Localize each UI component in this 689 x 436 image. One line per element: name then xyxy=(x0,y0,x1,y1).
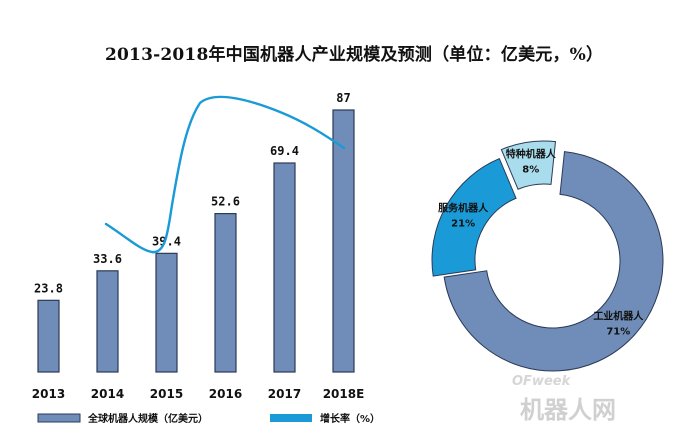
donut-slice-value: 8% xyxy=(522,164,539,175)
bar-2018E xyxy=(332,109,355,373)
growth-line-series xyxy=(104,95,346,254)
bar-value-label: 39.4 xyxy=(152,234,181,248)
legend: 全球机器人规模（亿美元） 增长率（%） xyxy=(37,412,380,425)
bar-value-label: 87 xyxy=(336,91,350,105)
donut-slice-2 xyxy=(431,157,517,277)
donut-slice-value: 71% xyxy=(606,327,630,338)
donut-slice-3 xyxy=(500,140,557,190)
bar-value-label: 23.8 xyxy=(34,281,63,295)
growth-line xyxy=(104,95,346,254)
bar-2016 xyxy=(214,212,237,373)
legend-bar-swatch xyxy=(37,413,81,423)
bar-2015 xyxy=(155,252,178,373)
watermark-brand: OFweek xyxy=(512,374,572,389)
bar-2014 xyxy=(96,270,119,373)
donut-slice-label: 服务机器人 xyxy=(438,202,489,215)
bar-value-label: 33.6 xyxy=(93,252,122,266)
bar-2017 xyxy=(273,162,296,373)
bar-value-label: 52.6 xyxy=(211,195,240,209)
donut-slice-label: 特种机器人 xyxy=(506,147,557,160)
bar-2013 xyxy=(37,299,60,373)
x-tick-label: 2016 xyxy=(209,387,242,401)
legend-line-label: 增长率（%） xyxy=(320,412,380,425)
x-tick-label: 2017 xyxy=(268,387,301,401)
watermark: OFweek 机器人网 xyxy=(512,374,616,424)
donut-chart: 工业机器人 71% 服务机器人 21% 特种机器人 8% xyxy=(431,140,664,372)
x-tick-label: 2015 xyxy=(150,387,183,401)
x-tick-label: 2018E xyxy=(323,387,365,401)
donut-slice-label: 工业机器人 xyxy=(593,310,644,323)
x-tick-label: 2013 xyxy=(32,387,65,401)
watermark-text: 机器人网 xyxy=(520,395,616,424)
donut-slice-1 xyxy=(443,151,664,372)
legend-line-swatch xyxy=(270,414,312,422)
bar-value-label: 69.4 xyxy=(270,144,299,158)
x-tick-label: 2014 xyxy=(91,387,124,401)
chart-title: 2013-2018年中国机器人产业规模及预测（单位：亿美元，%） xyxy=(105,45,604,65)
bar-series: 23.8 2013 33.6 2014 39.4 2015 52.6 2016 69.4 2017… xyxy=(32,91,365,401)
legend-bar-label: 全球机器人规模（亿美元） xyxy=(87,412,208,425)
donut-slice-value: 21% xyxy=(451,219,475,230)
